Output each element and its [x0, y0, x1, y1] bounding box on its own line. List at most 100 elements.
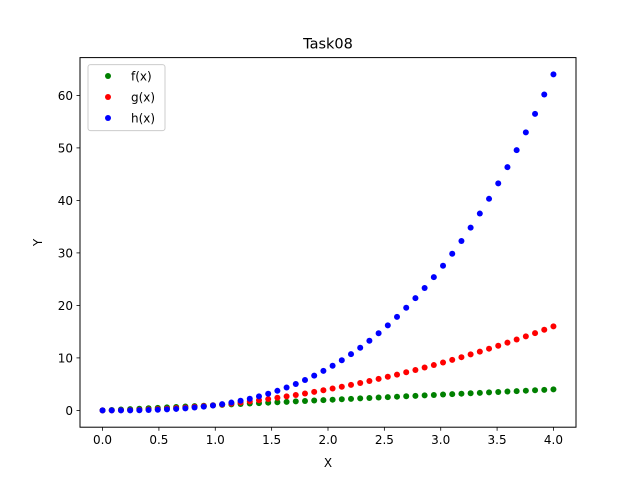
data-point [320, 367, 327, 374]
data-point [301, 376, 308, 383]
data-point [513, 147, 520, 154]
data-point [458, 390, 465, 397]
data-point [301, 397, 308, 404]
data-point [274, 394, 281, 401]
data-point [274, 399, 281, 406]
data-point [486, 345, 493, 352]
data-point [430, 391, 437, 398]
y-tick-label: 20 [58, 299, 73, 313]
data-point [228, 399, 235, 406]
data-point [384, 394, 391, 401]
x-tick-label: 0.0 [93, 433, 112, 447]
plot-frame [79, 57, 577, 428]
data-point [458, 354, 465, 361]
data-point [403, 369, 410, 376]
data-point [421, 364, 428, 371]
data-point [136, 407, 143, 414]
data-point [440, 262, 447, 269]
data-point [504, 164, 511, 171]
y-tick-label: 10 [58, 351, 73, 365]
data-point [495, 342, 502, 349]
data-point [338, 383, 345, 390]
x-tick-label: 0.5 [149, 433, 168, 447]
x-tick-label: 4.0 [544, 433, 563, 447]
data-point [320, 397, 327, 404]
data-point [458, 237, 465, 244]
data-point [191, 404, 198, 411]
legend-marker [105, 94, 111, 100]
data-point [338, 357, 345, 364]
data-point [476, 210, 483, 217]
data-point [394, 313, 401, 320]
data-point [522, 387, 529, 394]
data-point [200, 403, 207, 410]
data-point [283, 393, 290, 400]
data-point [486, 195, 493, 202]
legend-marker [105, 115, 111, 121]
data-point [541, 91, 548, 98]
data-point [403, 304, 410, 311]
y-tick-label: 60 [58, 89, 73, 103]
data-point [154, 406, 161, 413]
data-point [486, 389, 493, 396]
data-point [357, 395, 364, 402]
data-point [375, 394, 382, 401]
data-point [412, 366, 419, 373]
legend-marker [105, 73, 111, 79]
data-point [301, 390, 308, 397]
data-point [532, 330, 539, 337]
data-point [292, 391, 299, 398]
legend-label: g(x) [131, 91, 155, 105]
data-point [127, 407, 134, 414]
chart-title: Task08 [302, 37, 353, 53]
x-tick-label: 3.0 [431, 433, 450, 447]
data-point [550, 386, 557, 393]
data-point [541, 326, 548, 333]
data-point [504, 339, 511, 346]
data-point [274, 387, 281, 394]
data-point [108, 407, 115, 414]
data-point [283, 398, 290, 405]
data-point [532, 110, 539, 117]
data-point [292, 398, 299, 405]
data-point [421, 392, 428, 399]
data-point [329, 385, 336, 392]
data-point [357, 379, 364, 386]
data-point [375, 375, 382, 382]
data-point [357, 344, 364, 351]
data-point [246, 395, 253, 402]
data-point [173, 405, 180, 412]
data-point [467, 351, 474, 358]
data-point [430, 274, 437, 281]
data-point [495, 388, 502, 395]
data-point [292, 380, 299, 387]
legend: f(x) g(x) h(x) [87, 64, 166, 132]
legend-label: f(x) [131, 70, 152, 84]
series-3 [99, 71, 557, 414]
x-tick-label: 3.5 [488, 433, 507, 447]
data-point [265, 396, 272, 403]
data-point [384, 322, 391, 329]
data-point [394, 393, 401, 400]
data-point [329, 396, 336, 403]
data-point [163, 406, 170, 413]
data-point [283, 384, 290, 391]
data-point [440, 391, 447, 398]
legend-label: h(x) [131, 112, 155, 126]
data-point [467, 390, 474, 397]
data-point [366, 377, 373, 384]
data-point [255, 393, 262, 400]
data-point [237, 397, 244, 404]
axis-ticks: 0.0 0.5 1.0 1.5 2.0 2.5 3.0 3.5 4.0 0 10 20 30 40 50 60 [58, 89, 563, 447]
data-point [384, 373, 391, 380]
data-point [338, 396, 345, 403]
data-point [504, 388, 511, 395]
data-point [550, 323, 557, 330]
y-tick-label: 40 [58, 194, 73, 208]
y-tick-label: 30 [58, 246, 73, 260]
data-point [476, 348, 483, 355]
data-point [219, 401, 226, 408]
x-tick-label: 2.0 [318, 433, 337, 447]
data-point [476, 389, 483, 396]
